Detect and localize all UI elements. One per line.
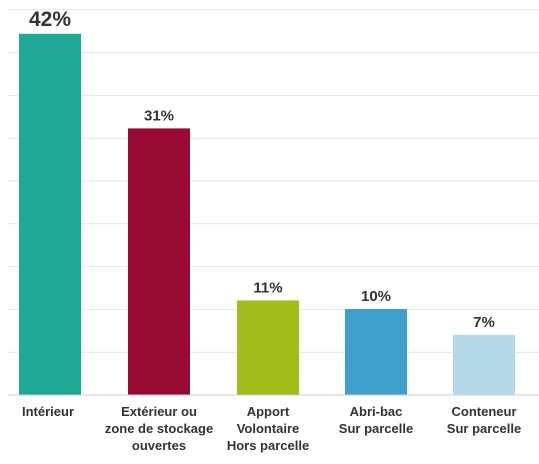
value-label-0: 42%	[29, 8, 71, 31]
value-label-2: 11%	[253, 279, 282, 296]
category-label-2-line-1: Volontaire	[237, 421, 300, 436]
category-label-1-line-1: zone de stockage	[105, 421, 213, 436]
category-label-1-line-0: Extérieur ou	[121, 404, 197, 419]
category-label-3-line-1: Sur parcelle	[339, 421, 413, 436]
gridlines	[8, 9, 539, 353]
bar-2	[237, 300, 299, 395]
bar-4	[453, 334, 515, 395]
category-label-1-line-2: ouvertes	[132, 438, 186, 453]
category-label-4-line-1: Sur parcelle	[447, 421, 521, 436]
value-label-1: 31%	[144, 107, 174, 124]
value-label-4: 7%	[473, 314, 495, 331]
value-label-3: 10%	[361, 288, 391, 305]
category-labels: Intérieur Extérieur ou zone de stockage ouv…	[22, 404, 521, 453]
category-label-2-line-2: Hors parcelle	[227, 438, 309, 453]
bar-1	[128, 128, 190, 395]
bar-0	[19, 33, 81, 396]
bars	[19, 33, 515, 396]
category-label-3-line-0: Abri-bac	[350, 404, 403, 419]
category-label-0-line-0: Intérieur	[22, 404, 74, 419]
category-label-4-line-0: Conteneur	[452, 404, 517, 419]
bar-3	[345, 309, 407, 395]
category-label-2-line-0: Apport	[247, 404, 290, 419]
value-labels: 42% 31% 11% 10% 7%	[29, 8, 495, 331]
